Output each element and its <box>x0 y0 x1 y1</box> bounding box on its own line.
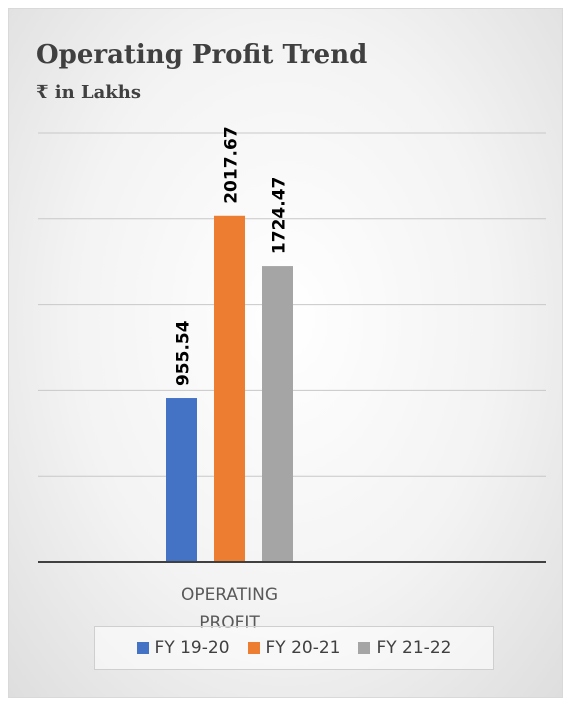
data-label-1: 2017.67 <box>222 126 242 203</box>
legend-item-1: FY 20-21 <box>247 638 341 658</box>
category-label-line-0: OPERATING <box>181 585 278 605</box>
chart-subtitle: ₹ in Lakhs <box>36 82 141 103</box>
chart-title: Operating Profit Trend <box>36 40 368 70</box>
data-label-0: 955.54 <box>174 320 194 386</box>
legend-swatch-2 <box>358 642 371 654</box>
data-labels: 955.54 2017.67 1724.47 <box>174 126 290 386</box>
legend-swatch-1 <box>247 642 260 654</box>
gridlines <box>38 132 546 477</box>
data-label-2: 1724.47 <box>270 177 290 254</box>
legend-swatch-0 <box>136 642 149 654</box>
bar-0 <box>166 398 197 562</box>
bar-1 <box>214 215 245 562</box>
legend-label-0: FY 19-20 <box>154 638 230 658</box>
bar-2 <box>262 266 293 562</box>
legend-label-2: FY 21-22 <box>376 638 452 658</box>
legend: FY 19-20 FY 20-21 FY 21-22 <box>94 626 494 670</box>
legend-label-1: FY 20-21 <box>265 638 341 658</box>
legend-item-0: FY 19-20 <box>136 638 230 658</box>
bars <box>166 215 293 562</box>
legend-item-2: FY 21-22 <box>358 638 451 658</box>
